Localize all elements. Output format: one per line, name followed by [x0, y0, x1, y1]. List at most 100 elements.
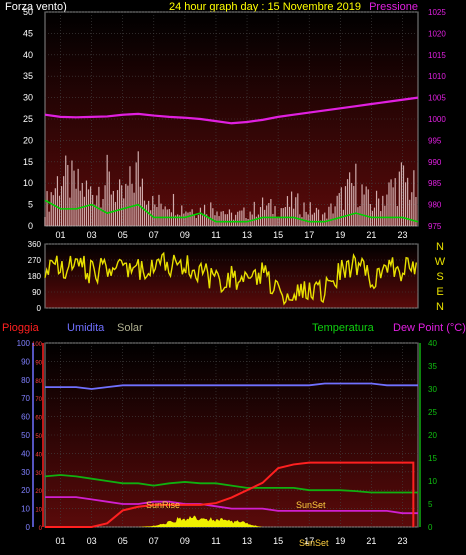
legend-dewpoint: Dew Point (°C) — [393, 322, 466, 334]
sunrise-label: SunRise — [146, 500, 180, 510]
legend-temperatura: Temperatura — [312, 322, 375, 334]
wind-tick-label: 15 — [23, 157, 33, 167]
humidity-tick-label: 70 — [21, 394, 30, 403]
pressure-tick-label: 1020 — [428, 29, 446, 38]
temp-tick-label: 10 — [428, 477, 437, 486]
temp-tick-label: 0 — [428, 523, 433, 532]
rain-line — [45, 461, 415, 528]
x-tick-label: 15 — [273, 536, 283, 546]
humidity-tick-label: 40 — [21, 449, 30, 458]
humidity-tick-label: 20 — [21, 486, 30, 495]
pressure-tick-label: 975 — [428, 222, 442, 231]
rain-tick-label: 0 — [39, 526, 43, 532]
direction-line — [44, 251, 417, 306]
compass-letter: N — [436, 301, 444, 313]
wind-tick-label: 25 — [23, 114, 33, 124]
direction-tick-label: 270 — [28, 256, 42, 265]
rain-tick-label: 100 — [32, 342, 43, 348]
pressure-tick-label: 990 — [428, 158, 442, 167]
x-tick-label: 17 — [304, 230, 314, 240]
x-tick-label: 01 — [56, 230, 66, 240]
rain-tick-label: 40 — [35, 452, 42, 458]
x-tick-label: 13 — [242, 230, 252, 240]
humidity-tick-label: 10 — [21, 505, 30, 514]
x-tick-label: 05 — [118, 230, 128, 240]
pressure-line — [44, 96, 419, 125]
compass-letter: E — [436, 286, 443, 298]
temp-tick-label: 5 — [428, 500, 433, 509]
rain-tick-label: 10 — [35, 508, 42, 514]
x-tick-label: 07 — [149, 536, 159, 546]
wind-tick-label: 40 — [23, 50, 33, 60]
x-tick-label: 17 — [304, 536, 314, 546]
x-tick-label: 01 — [56, 536, 66, 546]
humidity-tick-label: 90 — [21, 357, 30, 366]
wind-gust-bars — [44, 151, 417, 226]
temp-x-ticks: 01 03 05 07 09 11 13 15 17 19 21 23 — [56, 536, 408, 546]
temp-lines — [44, 382, 418, 528]
x-tick-label: 09 — [180, 536, 190, 546]
direction-tick-label: 360 — [28, 240, 42, 249]
direction-tick-label: 180 — [28, 272, 42, 281]
wind-tick-label: 50 — [23, 7, 33, 17]
wind_avg-line — [44, 199, 419, 223]
x-tick-label: 23 — [397, 536, 407, 546]
x-tick-label: 05 — [118, 536, 128, 546]
sunset-label-bottom: SunSet — [299, 538, 329, 548]
legend-pioggia: Pioggia — [2, 322, 40, 334]
wind-lines — [44, 96, 419, 223]
wind-tick-label: 45 — [23, 28, 33, 38]
compass-letter: W — [435, 256, 446, 268]
direction-y-ticks: 0 90 180 270 360 — [28, 240, 42, 313]
wind-tick-label: 0 — [28, 221, 33, 231]
legend-solar: Solar — [117, 322, 143, 334]
x-tick-label: 21 — [366, 230, 376, 240]
humidity-tick-label: 30 — [21, 468, 30, 477]
rain-tick-label: 90 — [35, 360, 42, 366]
x-tick-label: 21 — [366, 536, 376, 546]
rain-tick-label: 70 — [35, 397, 42, 403]
wind-y-ticks: 0 5 10 15 20 25 30 35 40 45 50 — [23, 7, 33, 231]
temp-axes — [32, 343, 421, 527]
wind-x-ticks: 01 03 05 07 09 11 13 15 17 19 21 23 — [56, 230, 408, 240]
x-tick-label: 07 — [149, 230, 159, 240]
rain-tick-label: 60 — [35, 416, 42, 422]
dewpoint-line — [45, 496, 418, 515]
direction-line — [44, 251, 417, 306]
pressure-tick-label: 1005 — [428, 94, 446, 103]
pressure-axis-label: Pressione — [369, 1, 418, 13]
compass-letter: N — [436, 241, 444, 253]
wind-tick-label: 5 — [28, 200, 33, 210]
pressure-tick-label: 1010 — [428, 72, 446, 81]
wind-tick-label: 35 — [23, 71, 33, 81]
wind-axis-label: Forza vento) — [5, 1, 67, 13]
humidity-tick-label: 0 — [26, 523, 31, 532]
legend-umidita: Umidita — [67, 322, 105, 334]
pressure-y-ticks: 975 980 985 990 995 1000 1005 1010 1015 1020 1025 — [428, 8, 446, 231]
direction-tick-label: 90 — [32, 288, 41, 297]
x-tick-label: 19 — [335, 230, 345, 240]
pressure-tick-label: 1015 — [428, 51, 446, 60]
rain-tick-label: 30 — [35, 471, 42, 477]
temp-tick-label: 20 — [428, 431, 437, 440]
humidity-tick-label: 60 — [21, 413, 30, 422]
humidity-tick-label: 50 — [21, 431, 30, 440]
rain-tick-label: 50 — [35, 434, 42, 440]
temp-tick-label: 15 — [428, 454, 437, 463]
direction-grid — [45, 243, 418, 309]
x-tick-label: 23 — [397, 230, 407, 240]
x-tick-label: 19 — [335, 536, 345, 546]
rain-tick-label: 80 — [35, 379, 42, 385]
x-tick-label: 13 — [242, 536, 252, 546]
x-tick-label: 15 — [273, 230, 283, 240]
temp-tick-label: 40 — [428, 339, 437, 348]
pressure-tick-label: 1000 — [428, 115, 446, 124]
solar-area — [138, 515, 263, 527]
x-tick-label: 09 — [180, 230, 190, 240]
wind-tick-label: 30 — [23, 93, 33, 103]
wind-tick-label: 10 — [23, 178, 33, 188]
